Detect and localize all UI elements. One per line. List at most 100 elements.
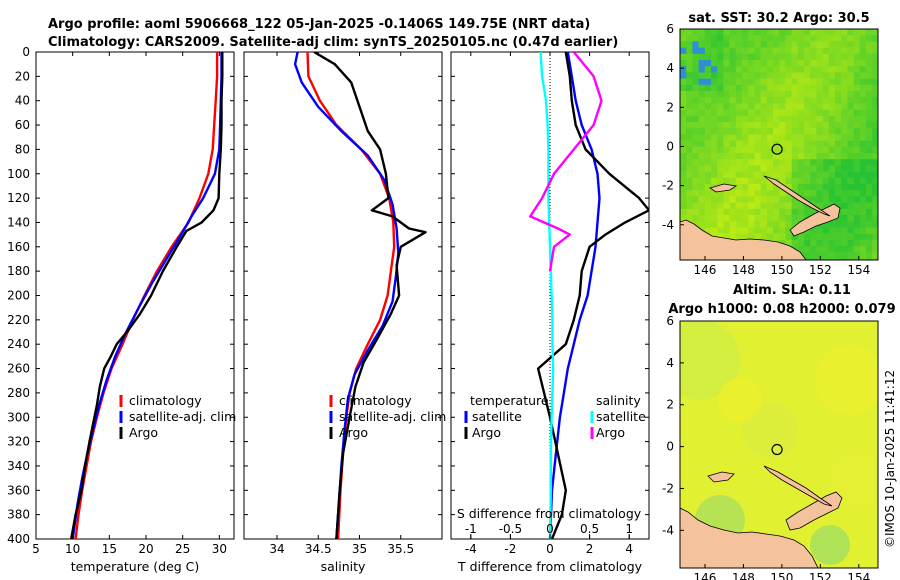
series-line-satellite-adj-clim [293, 52, 400, 539]
sst-cell [742, 29, 749, 36]
sst-cell [797, 29, 805, 36]
sst-cell [816, 91, 823, 98]
sst-cell [816, 184, 823, 191]
sst-cell [816, 53, 823, 61]
sst-cell [723, 115, 730, 123]
sst-cell [686, 122, 693, 129]
sst-cell [754, 221, 761, 228]
sst-cell [717, 165, 724, 172]
sst-cell [847, 109, 854, 117]
sst-cell [760, 190, 768, 197]
sst-cell [711, 202, 718, 210]
difference-series [529, 52, 649, 539]
sst-cell [835, 196, 842, 203]
sst-cell [779, 239, 786, 247]
sst-cell [791, 233, 799, 241]
temperature-series [70, 52, 224, 539]
sst-cell [723, 35, 730, 42]
sst-cell [859, 140, 867, 148]
sst-cell [773, 78, 780, 86]
sst-cell [748, 41, 755, 48]
sst-cell [698, 97, 706, 104]
sst-cell [866, 103, 873, 110]
sst-cell [742, 159, 749, 166]
sst-cell [810, 78, 817, 86]
sst-cell [680, 184, 687, 191]
sst-cell [692, 134, 699, 141]
series-line-climatology [306, 52, 396, 539]
sst-cell [816, 122, 823, 129]
sst-cell [866, 146, 873, 154]
sst-cell [704, 84, 712, 92]
sst-cell [847, 72, 854, 79]
sst-argo-position-marker [771, 143, 783, 155]
sst-cell [748, 153, 755, 160]
salinity-legend: climatology satellite-adj. clim Argo [329, 393, 446, 440]
sst-cell [835, 72, 842, 79]
sst-cell [680, 41, 687, 48]
depth-tick-label: 320 [7, 435, 30, 449]
sst-cell [760, 122, 768, 129]
sst-cell [822, 128, 830, 135]
sst-cell [742, 47, 749, 55]
land-manus [707, 471, 735, 483]
sst-cell [773, 171, 780, 179]
sst-cell [692, 66, 699, 73]
sst-cell [729, 128, 737, 135]
sst-cell [797, 115, 805, 123]
sst-cell [804, 53, 811, 61]
sst-cell [717, 84, 724, 92]
temperature-panel-frame [35, 51, 235, 540]
map-x-tick-label: 152 [809, 263, 832, 277]
sst-cell [779, 190, 786, 197]
sst-cell [804, 84, 811, 92]
sst-cell [742, 215, 749, 222]
sst-cell [773, 109, 780, 117]
sst-cell [816, 109, 823, 117]
sst-cell [847, 103, 854, 110]
sst-cell [872, 171, 878, 179]
sst-cell [866, 53, 873, 61]
x2-tick-label: 1 [625, 522, 633, 536]
sst-cell [785, 153, 792, 160]
sst-cell [717, 78, 724, 86]
sst-cell [698, 128, 706, 135]
sst-cell [853, 109, 861, 117]
sst-cell [754, 66, 761, 73]
sst-cell [847, 35, 854, 42]
sst-cell [692, 171, 699, 179]
sst-cell [754, 109, 761, 117]
sst-cell [760, 165, 768, 172]
sst-cell [822, 29, 830, 36]
sst-cell [711, 41, 718, 48]
sst-cell [717, 140, 724, 148]
sst-cell [735, 140, 743, 148]
sst-cell [847, 165, 854, 172]
sst-cell [828, 134, 836, 141]
sst-cell [723, 41, 730, 48]
sst-cell [760, 103, 768, 110]
sst-cell [766, 184, 774, 191]
sst-cell [804, 202, 811, 210]
sst-cell [742, 208, 749, 216]
sst-cell [766, 159, 774, 166]
sst-cell [872, 97, 878, 104]
sst-cell [859, 165, 867, 172]
sst-cell [816, 84, 823, 92]
sla-argo-position-marker [771, 443, 783, 456]
sst-cell [859, 208, 867, 216]
sst-cell [711, 208, 718, 216]
sst-cell [828, 252, 836, 259]
sst-cell [791, 60, 799, 67]
sst-cell [872, 208, 878, 216]
sst-cell [704, 128, 712, 135]
sst-cell [735, 202, 743, 210]
legend-title-temperature: temperature [470, 393, 549, 408]
sst-cell [841, 165, 848, 172]
sst-cell [828, 246, 836, 253]
sst-cell [717, 221, 724, 228]
sst-cell [717, 41, 724, 48]
sst-cell [717, 109, 724, 117]
sst-cell [853, 140, 861, 148]
sst-cell [748, 146, 755, 154]
